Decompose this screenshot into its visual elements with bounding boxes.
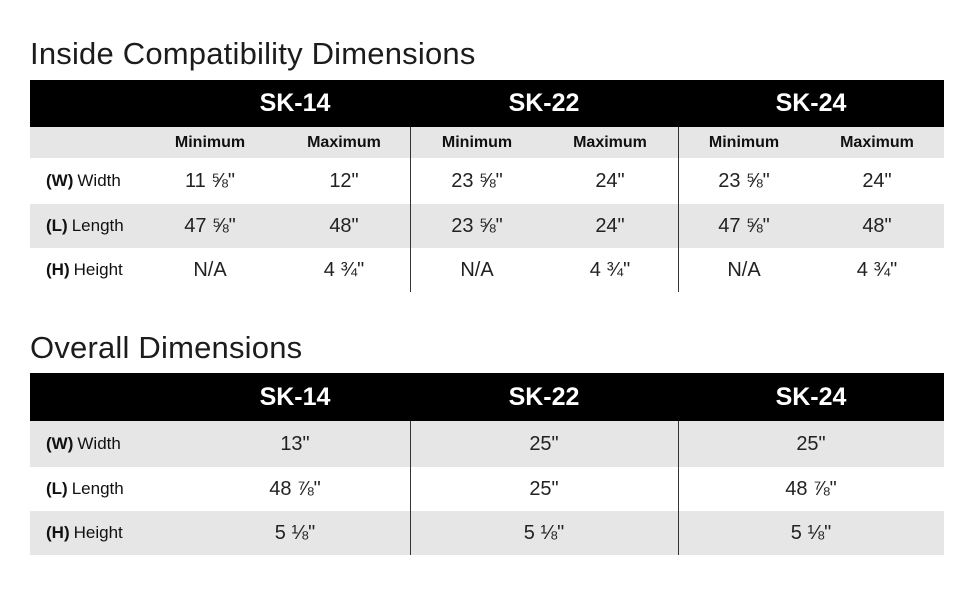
row-abbr: (W) (46, 171, 74, 190)
table-cell: N/A (727, 258, 761, 281)
table-cell: 24" (862, 169, 892, 192)
subheader-minimum: Minimum (174, 133, 246, 151)
overall-dimensions-title: Overall Dimensions (30, 330, 303, 365)
overall-model-header-bar: SK-14 SK-22 SK-24 (30, 373, 944, 421)
overall-model-sk22: SK-22 (508, 382, 580, 411)
inside-subheader-band (30, 127, 944, 158)
table-cell: 12" (329, 169, 359, 192)
row-label-length: (L) Length (46, 467, 166, 511)
column-divider (410, 421, 411, 555)
table-cell: 25" (796, 432, 826, 455)
subheader-maximum: Maximum (573, 133, 647, 151)
inside-dimensions-table: SK-14 SK-22 SK-24 Minimum Maximum Minimu… (30, 80, 944, 292)
table-cell: 24" (595, 169, 625, 192)
column-divider (678, 127, 679, 292)
overall-model-sk14: SK-14 (259, 382, 331, 411)
table-cell: 47 ⅝" (184, 214, 236, 237)
table-cell: 5 ⅛" (274, 521, 316, 544)
table-cell: N/A (460, 258, 494, 281)
subheader-minimum: Minimum (708, 133, 780, 151)
table-cell: 4 ¾" (856, 258, 898, 281)
column-divider (678, 421, 679, 555)
subheader-maximum: Maximum (307, 133, 381, 151)
row-name: Width (77, 434, 121, 453)
table-cell: 23 ⅝" (451, 214, 503, 237)
table-cell: 47 ⅝" (718, 214, 770, 237)
table-cell: 5 ⅛" (523, 521, 565, 544)
row-name: Length (71, 216, 124, 235)
row-abbr: (L) (46, 216, 68, 235)
table-cell: 4 ¾" (589, 258, 631, 281)
overall-width-band (30, 421, 944, 467)
row-abbr: (W) (46, 434, 74, 453)
row-name: Width (77, 171, 121, 190)
row-abbr: (H) (46, 523, 70, 542)
row-label-width: (W) Width (46, 158, 166, 204)
row-label-height: (H) Height (46, 511, 166, 555)
table-cell: 25" (529, 432, 559, 455)
inside-dimensions-title: Inside Compatibility Dimensions (30, 36, 476, 71)
inside-model-sk24: SK-24 (775, 89, 847, 117)
column-divider (410, 127, 411, 292)
overall-dimensions-table: SK-14 SK-22 SK-24 (W) Width 13" 25" 25" (… (30, 373, 944, 555)
row-name: Height (73, 260, 123, 279)
table-cell: 11 ⅝" (184, 169, 236, 192)
inside-model-sk14: SK-14 (259, 89, 331, 117)
row-label-width: (W) Width (46, 421, 166, 467)
row-name: Length (71, 479, 124, 498)
table-cell: N/A (193, 258, 227, 281)
table-cell: 23 ⅝" (718, 169, 770, 192)
table-cell: 4 ¾" (323, 258, 365, 281)
overall-height-band (30, 511, 944, 555)
overall-model-sk24: SK-24 (775, 382, 847, 411)
row-abbr: (L) (46, 479, 68, 498)
table-cell: 5 ⅛" (790, 521, 832, 544)
row-name: Height (73, 523, 123, 542)
table-cell: 48" (862, 214, 892, 237)
table-cell: 25" (529, 477, 559, 500)
table-cell: 23 ⅝" (451, 169, 503, 192)
row-abbr: (H) (46, 260, 70, 279)
table-cell: 48 ⅞" (269, 477, 321, 500)
row-label-height: (H) Height (46, 248, 166, 292)
table-cell: 48 ⅞" (785, 477, 837, 500)
subheader-maximum: Maximum (840, 133, 914, 151)
table-cell: 48" (329, 214, 359, 237)
subheader-minimum: Minimum (441, 133, 513, 151)
inside-model-header-bar: SK-14 SK-22 SK-24 (30, 80, 944, 127)
table-cell: 13" (280, 432, 310, 455)
inside-model-sk22: SK-22 (508, 89, 580, 117)
table-cell: 24" (595, 214, 625, 237)
inside-length-band (30, 204, 944, 248)
row-label-length: (L) Length (46, 204, 166, 248)
